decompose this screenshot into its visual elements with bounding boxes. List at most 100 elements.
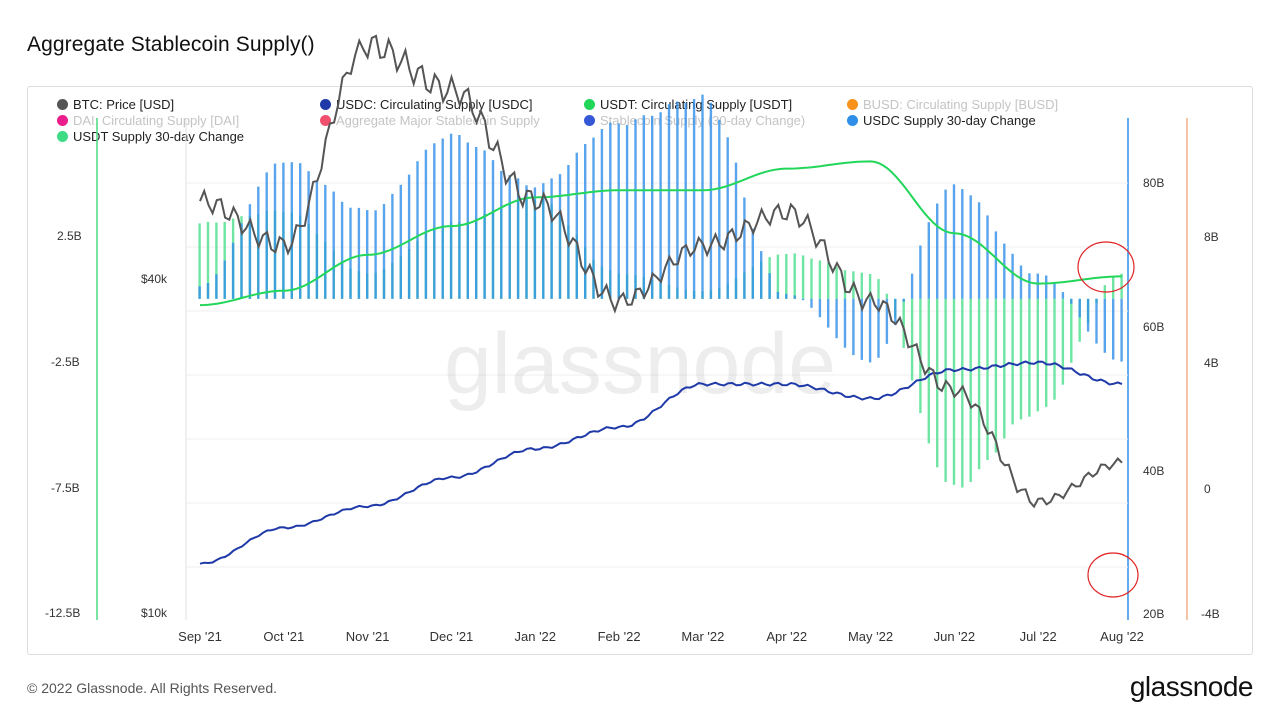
usdc-change-bar xyxy=(709,102,713,299)
legend-label: BTC: Price [USD] xyxy=(73,97,175,112)
usdt-change-bar xyxy=(977,298,981,470)
usdc-change-bar xyxy=(617,123,620,299)
legend-dot-icon xyxy=(584,115,595,126)
usdc-change-bar xyxy=(248,204,252,299)
y-tick-change: 2.5B xyxy=(57,229,82,243)
usdc-change-bar xyxy=(986,215,989,299)
y-tick-price: $40k xyxy=(141,272,168,286)
legend-dot-icon xyxy=(847,99,858,110)
usdc-change-bar xyxy=(902,298,905,302)
x-tick-label: Feb '22 xyxy=(597,629,641,644)
usdc-change-bar xyxy=(977,202,981,299)
usdc-change-bar xyxy=(483,150,486,299)
legend-dot-icon xyxy=(57,115,68,126)
usdc-change-bar xyxy=(324,184,327,299)
chart-title: Aggregate Stablecoin Supply() xyxy=(27,33,315,56)
usdc-change-bar xyxy=(282,162,285,299)
usdc-change-bar xyxy=(198,286,201,299)
x-tick-label: Mar '22 xyxy=(681,629,725,644)
usdt-change-bar xyxy=(1045,298,1048,407)
usdt-change-bar xyxy=(1011,298,1014,425)
usdc-change-bar xyxy=(1078,298,1081,318)
usdc-change-bar xyxy=(801,298,805,301)
legend-item-usdt-supply[interactable]: USDT: Circulating Supply [USDT] xyxy=(584,97,792,112)
legend-item-btc-price[interactable]: BTC: Price [USD] xyxy=(57,97,174,112)
usdc-change-bar xyxy=(533,187,537,299)
legend-item-usdt-change[interactable]: USDT Supply 30-day Change xyxy=(57,129,244,144)
legend-item-aggregate-supply[interactable]: Aggregate Major Stablecoin Supply xyxy=(320,113,540,128)
usdc-change-bar xyxy=(1070,298,1073,304)
usdc-change-bar xyxy=(542,183,545,299)
usdc-change-bar xyxy=(609,122,612,299)
usdt-change-bar xyxy=(1061,298,1065,385)
usdc-change-bar xyxy=(600,129,604,299)
usdc-change-bar xyxy=(516,178,520,299)
usdt-change-bar xyxy=(215,222,218,299)
usdt-supply-line xyxy=(199,160,1122,307)
usdc-change-bar xyxy=(1028,273,1031,299)
legend-item-usdc-change[interactable]: USDC Supply 30-day Change xyxy=(847,113,1036,128)
usdc-change-bar xyxy=(315,180,319,299)
x-tick-label: Jun '22 xyxy=(933,629,976,644)
usdc-change-bar xyxy=(827,298,830,328)
usdc-change-bar xyxy=(550,178,553,299)
usdt-change-bar xyxy=(785,253,788,299)
usdt-change-bar xyxy=(835,267,838,299)
usdc-change-bar xyxy=(751,228,754,299)
legend-label: USDC: Circulating Supply [USDC] xyxy=(336,97,533,112)
usdc-change-bar xyxy=(793,295,796,299)
usdc-change-bar xyxy=(458,135,461,299)
usdc-change-bar xyxy=(449,133,453,299)
usdt-change-bar xyxy=(206,221,210,299)
chart-panel xyxy=(27,86,1253,655)
usdc-change-bar xyxy=(399,184,402,299)
usdc-change-bar xyxy=(952,184,956,299)
usdc-change-bar xyxy=(1103,298,1106,353)
usdt-change-bar xyxy=(952,298,956,485)
x-tick-label: Jul '22 xyxy=(1019,629,1057,644)
usdc-change-bar xyxy=(407,174,411,299)
watermark: glassnode xyxy=(444,316,836,412)
usdt-change-bar xyxy=(860,272,863,299)
usdc-change-bar xyxy=(726,137,729,299)
usdc-change-bar xyxy=(1019,265,1023,299)
usdc-change-bar xyxy=(567,165,570,299)
usdt-change-bar xyxy=(927,298,930,444)
usdc-change-bar xyxy=(1003,243,1006,299)
legend-item-usdc-supply[interactable]: USDC: Circulating Supply [USDC] xyxy=(320,97,533,112)
usdc-change-bar xyxy=(1112,298,1115,360)
x-tick-label: Oct '21 xyxy=(263,629,305,644)
legend-label: Aggregate Major Stablecoin Supply xyxy=(336,113,540,128)
usdc-change-bar xyxy=(969,195,972,299)
usdt-change-bar xyxy=(986,298,989,460)
x-tick-label: Apr '22 xyxy=(766,629,808,644)
usdt-change-bar xyxy=(801,255,805,299)
usdt-change-bar xyxy=(1028,298,1031,417)
usdc-change-bar xyxy=(433,143,436,299)
x-tick-label: Aug '22 xyxy=(1100,629,1144,644)
usdt-change-bar xyxy=(223,222,226,299)
usdc-change-bar xyxy=(768,273,771,299)
usdc-change-bar xyxy=(642,115,645,299)
usdc-change-bar xyxy=(910,273,914,299)
usdc-change-bar xyxy=(1086,298,1090,332)
usdc-change-bar xyxy=(265,172,268,299)
usdt-change-bar xyxy=(868,274,872,299)
usdt-change-bar xyxy=(877,279,880,299)
usdc-change-bar xyxy=(860,298,863,360)
legend-item-busd-supply[interactable]: BUSD: Circulating Supply [BUSD] xyxy=(847,97,1058,112)
usdc-change-bar xyxy=(785,293,788,299)
legend-label: BUSD: Circulating Supply [BUSD] xyxy=(863,97,1059,112)
usdc-change-bar xyxy=(391,193,394,299)
legend-label: USDT Supply 30-day Change xyxy=(73,129,245,144)
usdt-change-bar xyxy=(994,298,998,453)
usdc-change-bar xyxy=(500,171,503,299)
usdc-change-bar xyxy=(994,231,998,299)
legend-item-dai-supply[interactable]: DAI: Circulating Supply [DAI] xyxy=(57,113,239,128)
usdc-change-bar xyxy=(357,207,361,299)
usdc-change-bar xyxy=(835,298,838,339)
usdc-change-bar xyxy=(659,112,662,299)
usdt-change-bar xyxy=(1112,277,1115,299)
usdc-change-bar xyxy=(1045,275,1048,299)
usdt-change-bar xyxy=(1120,273,1123,299)
